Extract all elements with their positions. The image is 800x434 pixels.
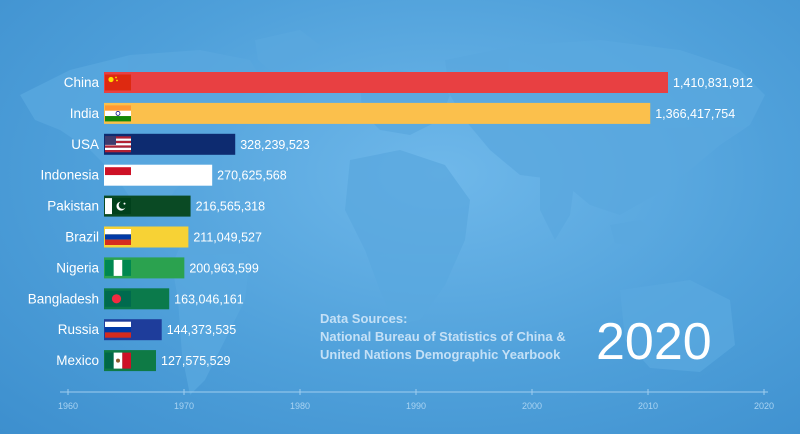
data-source-note: Data Sources: National Bureau of Statist… <box>320 310 566 364</box>
category-label: Bangladesh <box>28 291 99 306</box>
flag-stripe <box>122 352 131 369</box>
flag-stripe <box>105 110 131 117</box>
value-label: 163,046,161 <box>174 292 244 306</box>
flag-stripe <box>122 259 131 276</box>
flag-stripe <box>105 105 131 111</box>
flag-stripe <box>105 332 131 338</box>
timeline-tick-label: 2010 <box>638 401 658 411</box>
flag-stripe <box>105 198 112 215</box>
flag-stripe <box>105 143 131 146</box>
bar <box>104 72 668 93</box>
category-label: India <box>70 106 100 121</box>
bar <box>104 102 651 124</box>
flag-star <box>115 76 117 79</box>
value-label: 200,963,599 <box>189 261 259 275</box>
flag-china-icon <box>105 74 131 91</box>
flag-russia-icon <box>105 229 131 245</box>
flag-star <box>116 79 118 82</box>
flag-disc <box>111 294 122 304</box>
category-label: China <box>64 75 100 90</box>
timeline-tick-label: 1960 <box>58 401 78 411</box>
bar <box>104 133 236 155</box>
flag-wheel <box>115 111 121 116</box>
source-line: Data Sources: <box>320 311 408 326</box>
bar-row: Brazil 211,049,527 <box>65 226 262 248</box>
current-year-label: 2020 <box>596 313 712 371</box>
bar <box>104 164 213 186</box>
flag-stripe <box>105 116 131 122</box>
flag-star <box>108 76 114 83</box>
flag-stripe <box>105 321 131 328</box>
value-label: 270,625,568 <box>217 169 287 183</box>
category-label: USA <box>71 137 99 152</box>
flag-crescent-cut <box>118 201 127 209</box>
flag-stripe <box>105 175 131 184</box>
bar-row: Mexico 127,575,529 <box>56 350 231 372</box>
flag-bangladesh-icon <box>105 290 131 307</box>
flag-stripe <box>105 150 131 153</box>
category-label: Russia <box>58 322 100 337</box>
category-label: Nigeria <box>56 260 99 275</box>
bar-row: China 1,410,831,912 <box>64 72 753 93</box>
flag-nigeria-icon <box>105 259 131 276</box>
category-label: Mexico <box>56 353 99 368</box>
flag-emblem <box>116 358 120 363</box>
timeline-tick-label: 1970 <box>174 401 194 411</box>
value-label: 127,575,529 <box>161 354 231 368</box>
source-line: National Bureau of Statistics of China & <box>320 329 566 344</box>
flag-india-icon <box>105 105 131 122</box>
value-label: 144,373,535 <box>167 323 237 337</box>
flag-stripe <box>105 327 131 333</box>
flag-pakistan-icon <box>105 198 131 215</box>
flag-stripe <box>105 234 131 240</box>
flag-indonesia-icon <box>105 167 131 184</box>
category-label: Brazil <box>65 230 99 245</box>
flag-stripe <box>113 259 123 276</box>
category-label: Pakistan <box>47 199 99 214</box>
flag-field <box>105 74 131 91</box>
value-label: 211,049,527 <box>193 231 262 245</box>
flag-stripe <box>105 138 131 141</box>
bar-row: Pakistan 216,565,318 <box>47 195 266 217</box>
flag-mexico-icon <box>105 352 131 369</box>
bar-row: Nigeria 200,963,599 <box>56 257 259 279</box>
flag-usa-icon <box>105 136 131 153</box>
flag-stripe <box>105 352 114 369</box>
timeline-tick-label: 1980 <box>290 401 310 411</box>
source-line: United Nations Demographic Yearbook <box>320 347 561 362</box>
flag-stripe <box>105 145 131 148</box>
flag-stripe <box>105 259 114 276</box>
flag-stripe <box>105 147 131 151</box>
flag-canton <box>105 136 116 145</box>
value-label: 328,239,523 <box>240 138 310 152</box>
bar-row: Russia 144,373,535 <box>58 319 237 341</box>
value-label: 1,410,831,912 <box>673 76 753 90</box>
timeline-tick-label: 2000 <box>522 401 542 411</box>
category-label: Indonesia <box>40 168 99 183</box>
bar-row: India 1,366,417,754 <box>70 102 735 124</box>
value-label: 1,366,417,754 <box>655 107 735 121</box>
bar-row: USA 328,239,523 <box>71 133 310 155</box>
value-label: 216,565,318 <box>196 200 266 214</box>
flag-stripe <box>105 229 131 235</box>
bar-row: Bangladesh 163,046,161 <box>28 288 244 310</box>
flag-stripe <box>105 167 131 176</box>
flag-star <box>123 202 126 205</box>
flag-stripe <box>105 140 131 144</box>
timeline-tick-label: 2020 <box>754 401 774 411</box>
bar-row: Indonesia 270,625,568 <box>40 164 287 186</box>
flag-stripe <box>105 136 131 139</box>
timeline-tick-label: 1990 <box>406 401 426 411</box>
flag-russia-icon <box>105 321 131 338</box>
flag-stripe <box>105 239 131 245</box>
